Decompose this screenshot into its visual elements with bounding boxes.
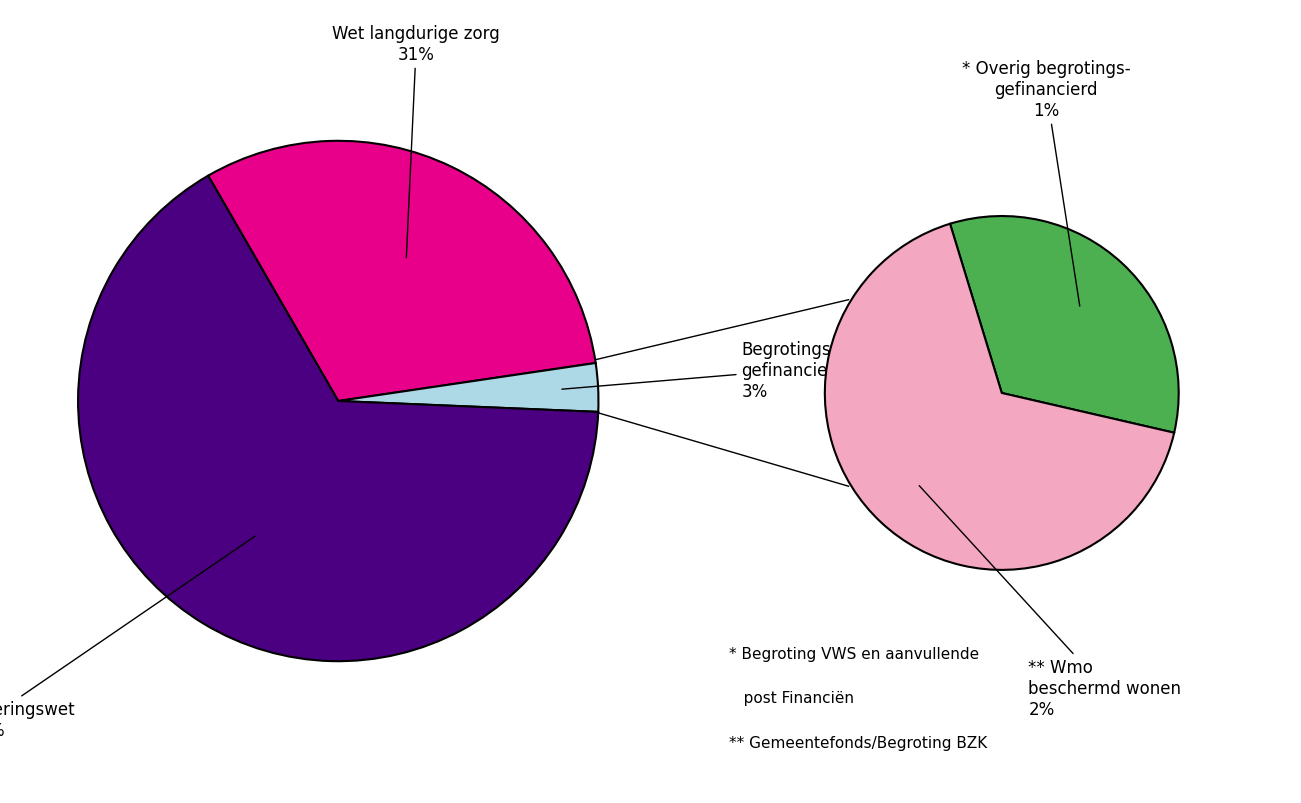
Text: ** Wmo
beschermd wonen
2%: ** Wmo beschermd wonen 2% bbox=[920, 486, 1181, 718]
Text: Begrotings-
gefinancierd
3%: Begrotings- gefinancierd 3% bbox=[562, 340, 846, 400]
Text: * Begroting VWS en aanvullende: * Begroting VWS en aanvullende bbox=[729, 646, 978, 662]
Wedge shape bbox=[208, 141, 596, 402]
Text: post Financiën: post Financiën bbox=[729, 691, 853, 706]
Wedge shape bbox=[78, 177, 598, 662]
Wedge shape bbox=[950, 217, 1179, 433]
Text: * Overig begrotings-
gefinancierd
1%: * Overig begrotings- gefinancierd 1% bbox=[961, 60, 1131, 307]
Text: Wet langdurige zorg
31%: Wet langdurige zorg 31% bbox=[333, 25, 500, 259]
Wedge shape bbox=[825, 225, 1175, 570]
Wedge shape bbox=[338, 364, 598, 413]
Text: Zorgverzekeringswet
66%: Zorgverzekeringswet 66% bbox=[0, 536, 255, 739]
Text: ** Gemeentefonds/Begroting BZK: ** Gemeentefonds/Begroting BZK bbox=[729, 735, 987, 750]
